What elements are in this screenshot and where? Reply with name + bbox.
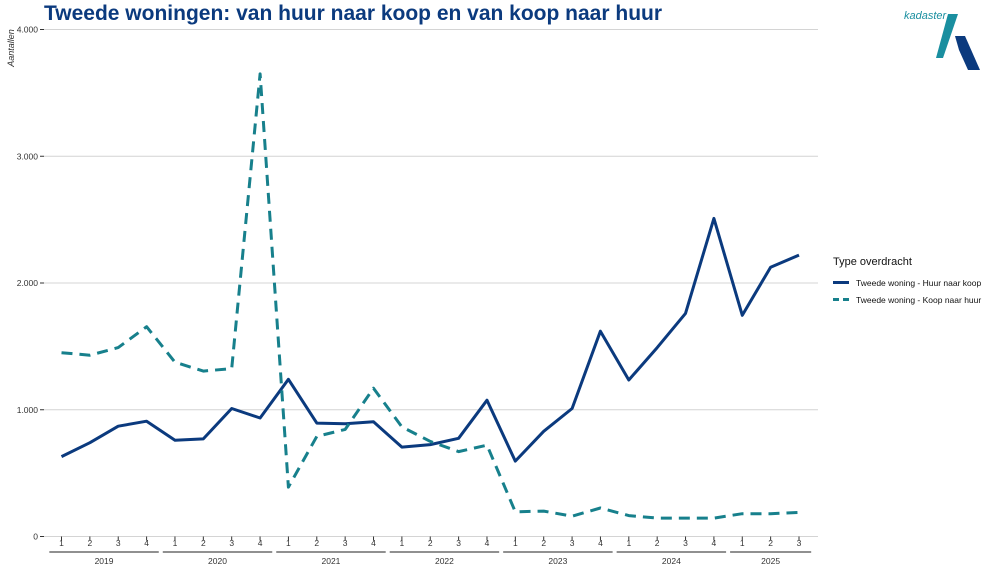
x-tick-label-year: 2024	[662, 556, 681, 566]
x-tick-label-quarter: 1	[513, 538, 518, 548]
x-tick-label-quarter: 1	[173, 538, 178, 548]
y-tick-label: 1.000	[17, 405, 39, 415]
logo-text: kadaster	[904, 10, 947, 22]
logo-teal-shape	[936, 14, 958, 58]
legend-title: Type overdracht	[833, 256, 912, 268]
x-tick-label-year: 2020	[208, 556, 227, 566]
legend-swatch-solid	[833, 281, 849, 284]
x-tick-label-quarter: 2	[655, 538, 660, 548]
legend-item-koop-naar-huur: Tweede woning - Koop naar huur	[833, 291, 981, 308]
chart-title: Tweede woningen: van huur naar koop en v…	[44, 2, 663, 25]
x-tick-label-quarter: 1	[59, 538, 64, 548]
x-tick-label-quarter: 2	[428, 538, 433, 548]
legend-swatch-dashed	[833, 298, 849, 301]
x-tick-label-quarter: 1	[400, 538, 405, 548]
x-tick-label-quarter: 3	[570, 538, 575, 548]
x-tick-label-quarter: 1	[626, 538, 631, 548]
x-tick-label-quarter: 2	[201, 538, 206, 548]
x-tick-label-quarter: 2	[314, 538, 319, 548]
x-tick-label-quarter: 1	[286, 538, 291, 548]
y-tick-label: 4.000	[17, 25, 39, 35]
x-tick-label-quarter: 4	[144, 538, 149, 548]
logo-navy-shape	[955, 36, 980, 70]
series-line-huur-naar-koop	[60, 216, 800, 463]
legend-label: Tweede woning - Koop naar huur	[856, 294, 982, 305]
x-tick-label-quarter: 2	[541, 538, 546, 548]
x-tick-label-quarter: 2	[87, 538, 92, 548]
legend-item-huur-naar-koop: Tweede woning - Huur naar koop	[833, 274, 981, 291]
legend: Type overdracht Tweede woning - Huur naa…	[833, 256, 981, 308]
x-tick-label-quarter: 2	[768, 538, 773, 548]
y-axis-label: Aantallen	[6, 29, 16, 68]
x-tick-label-quarter: 3	[456, 538, 461, 548]
y-tick-label: 2.000	[17, 278, 39, 288]
x-tick-label-quarter: 3	[229, 538, 234, 548]
x-tick-label-year: 2019	[95, 556, 114, 566]
x-tick-label-quarter: 4	[258, 538, 263, 548]
y-tick-label: 3.000	[17, 151, 39, 161]
x-tick-label-year: 2021	[322, 556, 341, 566]
x-tick-label-quarter: 4	[712, 538, 717, 548]
x-tick-label-year: 2022	[435, 556, 454, 566]
x-tick-label-year: 2025	[761, 556, 780, 566]
x-tick-label-quarter: 3	[683, 538, 688, 548]
x-tick-label-quarter: 3	[343, 538, 348, 548]
x-tick-label-quarter: 3	[797, 538, 802, 548]
kadaster-logo: kadaster	[898, 6, 988, 76]
x-tick-label-quarter: 1	[740, 538, 745, 548]
x-tick-label-quarter: 4	[485, 538, 490, 548]
y-tick-label: 0	[33, 532, 38, 542]
x-tick-label-quarter: 4	[371, 538, 376, 548]
x-tick-label-year: 2023	[548, 556, 567, 566]
legend-label: Tweede woning - Huur naar koop	[856, 277, 982, 288]
x-tick-label-quarter: 3	[116, 538, 121, 548]
x-tick-label-quarter: 4	[598, 538, 603, 548]
series-line-koop-naar-huur	[61, 72, 800, 520]
